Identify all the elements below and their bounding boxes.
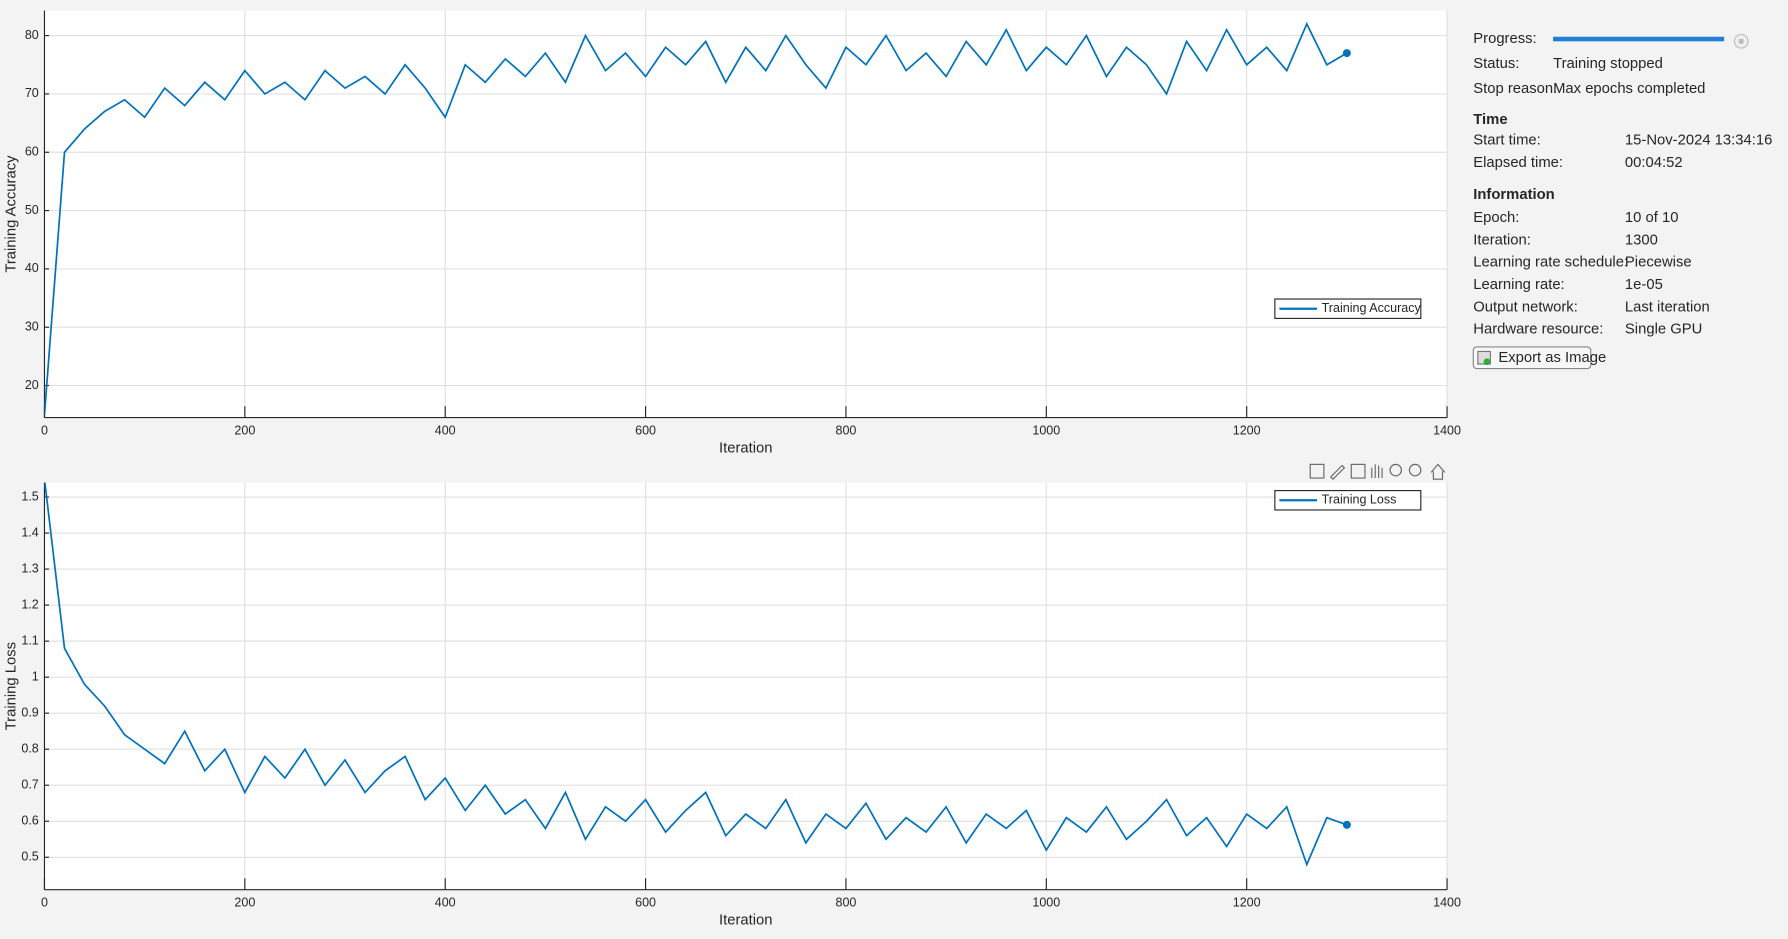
field-label: Hardware resource: <box>1473 322 1603 338</box>
x-tick-label: 1000 <box>1032 896 1060 910</box>
y-tick-label: 60 <box>25 145 39 159</box>
legend-entry: Training Accuracy <box>1322 301 1422 315</box>
field-label: Progress: <box>1473 31 1536 47</box>
legend: Training Accuracy <box>1274 298 1422 319</box>
field-label: Iteration: <box>1473 232 1531 248</box>
field-value: Max epochs completed <box>1553 81 1705 97</box>
toolbar-button[interactable] <box>1371 464 1383 479</box>
section-heading: Information <box>1473 187 1554 203</box>
y-tick-label: 1 <box>32 669 39 683</box>
y-tick-label: 1.2 <box>21 597 38 611</box>
plot-area <box>44 10 1448 418</box>
field-label: Learning rate schedule: <box>1473 255 1628 271</box>
y-tick-label: 50 <box>25 203 39 217</box>
legend-box <box>1274 298 1422 319</box>
info-panel: Progress: Status: Training stopped Stop … <box>1472 31 1772 370</box>
field-value: Single GPU <box>1625 322 1702 338</box>
y-tick-label: 0.5 <box>21 850 38 864</box>
x-tick-label: 0 <box>41 896 48 910</box>
y-tick-label: 1.3 <box>21 561 38 575</box>
field-value: Piecewise <box>1625 255 1692 271</box>
toolbar-button[interactable] <box>1350 463 1366 479</box>
field-label: Elapsed time: <box>1473 155 1563 171</box>
chart: 0 200 400 600 800 1000 1200 1400 20 30 40 50 60 70 80 I… <box>3 10 1461 456</box>
y-tick-label: 40 <box>25 261 39 275</box>
field-label: Output network: <box>1473 299 1578 315</box>
export-button[interactable]: Export as Image <box>1472 346 1606 370</box>
y-tick-label: 1.4 <box>21 525 38 539</box>
chart: 0 200 400 600 800 1000 1200 1400 0.5 0.6 0.7 0.8 0.9… <box>3 482 1461 928</box>
legend-box <box>1274 490 1422 511</box>
stop-icon <box>1738 39 1744 44</box>
data-line <box>44 21 1348 415</box>
field-label: Epoch: <box>1473 210 1519 226</box>
y-axis-label: Training Loss <box>3 642 19 730</box>
x-tick-label: 1200 <box>1233 896 1261 910</box>
field-value: Last iteration <box>1625 299 1710 315</box>
y-tick-label: 70 <box>25 86 39 100</box>
field-value: Training stopped <box>1553 56 1663 72</box>
x-axis-label: Iteration <box>719 440 773 456</box>
x-tick-label: 1400 <box>1433 424 1461 438</box>
x-tick-label: 0 <box>41 424 48 438</box>
field-value: 1300 <box>1625 232 1658 248</box>
info-rows: Epoch: 10 of 10 Iteration: 1300 Learning rat… <box>1473 210 1709 338</box>
toolbar-button[interactable] <box>1408 463 1422 477</box>
y-axis-label: Training Accuracy <box>3 155 19 273</box>
section-heading: Time <box>1473 112 1507 128</box>
x-tick-label: 400 <box>435 424 456 438</box>
x-tick-label: 600 <box>635 896 656 910</box>
field-label: Learning rate: <box>1473 277 1564 293</box>
axes-toolbar <box>1309 463 1446 480</box>
x-tick-label: 800 <box>835 424 856 438</box>
toolbar-button[interactable] <box>1329 464 1346 480</box>
y-tick-label: 30 <box>25 320 39 334</box>
legend-entry: Training Loss <box>1322 493 1397 507</box>
toolbar-button[interactable] <box>1430 463 1446 480</box>
x-tick-label: 200 <box>234 424 255 438</box>
field-label: Stop reason: <box>1473 81 1557 97</box>
y-tick-label: 0.6 <box>21 814 38 828</box>
y-tick-label: 0.8 <box>21 742 38 756</box>
button-icon-badge <box>1483 358 1491 366</box>
button-frame[interactable] <box>1472 346 1592 370</box>
field-label: Status: <box>1473 56 1519 72</box>
y-tick-label: 1.5 <box>21 489 38 503</box>
x-tick-label: 800 <box>835 896 856 910</box>
x-tick-label: 200 <box>234 896 255 910</box>
field-value: 1e-05 <box>1625 277 1663 293</box>
field-value: 00:04:52 <box>1625 155 1683 171</box>
field-value: 10 of 10 <box>1625 210 1679 226</box>
x-tick-label: 1400 <box>1433 896 1461 910</box>
y-tick-label: 0.7 <box>21 778 38 792</box>
x-tick-label: 1000 <box>1032 424 1060 438</box>
legend: Training Loss <box>1274 490 1422 511</box>
y-tick-label: 20 <box>25 378 39 392</box>
x-tick-label: 400 <box>435 896 456 910</box>
field-value: 15-Nov-2024 13:34:16 <box>1625 132 1772 148</box>
y-tick-label: 0.9 <box>21 705 38 719</box>
button-label[interactable]: Export as Image <box>1498 350 1606 366</box>
toolbar-button[interactable] <box>1389 463 1403 477</box>
y-tick-label: 1.1 <box>21 633 38 647</box>
x-tick-label: 1200 <box>1233 424 1261 438</box>
data-line <box>44 482 1348 867</box>
last-point <box>1342 820 1351 829</box>
charts: 0 200 400 600 800 1000 1200 140020304050607080I… <box>3 10 1461 928</box>
progress-bar <box>1553 36 1725 42</box>
x-axis-label: Iteration <box>719 912 773 928</box>
toolbar-button[interactable] <box>1309 463 1325 479</box>
field-label: Start time: <box>1473 132 1541 148</box>
last-point <box>1342 49 1351 58</box>
x-tick-label: 600 <box>635 424 656 438</box>
plot-area <box>44 482 1448 890</box>
y-tick-label: 80 <box>25 28 39 42</box>
